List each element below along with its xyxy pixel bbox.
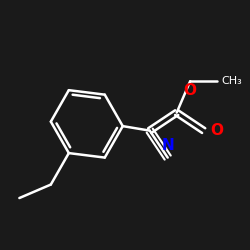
Text: N: N — [161, 138, 174, 153]
Text: O: O — [210, 123, 224, 138]
Text: O: O — [184, 84, 197, 98]
Text: CH₃: CH₃ — [222, 76, 242, 86]
